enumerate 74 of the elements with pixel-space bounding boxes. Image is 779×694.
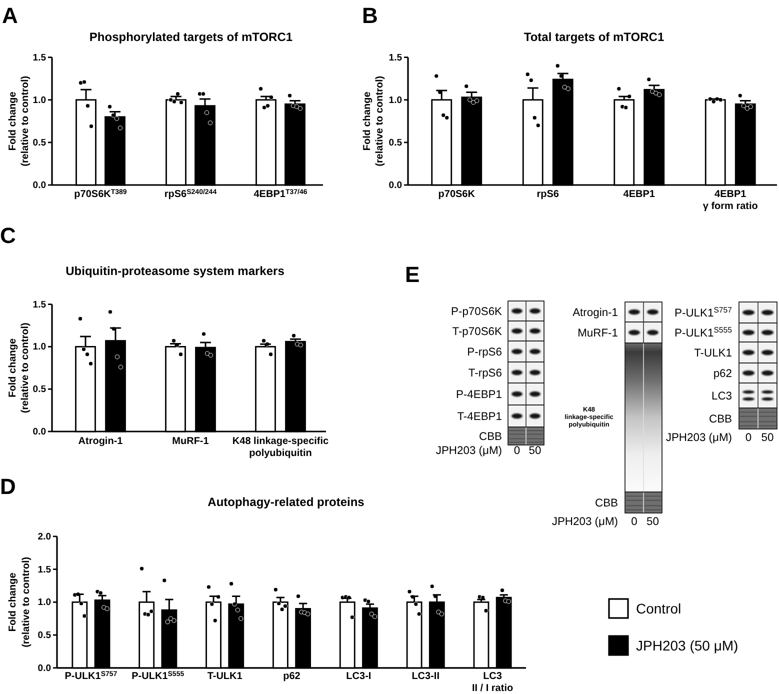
x-tick-label: LC3-I bbox=[346, 671, 372, 682]
text: 50 bbox=[761, 432, 774, 444]
text: T-rpS6 bbox=[468, 368, 502, 380]
text: T-4EBP1 bbox=[457, 411, 502, 423]
chart-title: Ubiquitin-proteasome system markers bbox=[66, 264, 285, 278]
y-tick-label: 1.0 bbox=[32, 94, 46, 106]
text: P-ULK1$^{S757}$ bbox=[674, 305, 732, 320]
y-axis-title: Fold change (relative to control) bbox=[8, 556, 32, 648]
x-tick-label: MuRF-1 bbox=[172, 436, 210, 447]
text: P-p70S6K bbox=[451, 306, 503, 318]
text: p62 bbox=[713, 368, 732, 380]
text: P-ULK1$^{S555}$ bbox=[674, 325, 733, 340]
x-tick-label: 4EBP1 bbox=[623, 189, 656, 200]
y-tick-label: 1.5 bbox=[38, 564, 52, 576]
text: P-rpS6 bbox=[467, 346, 502, 358]
text: 50 bbox=[646, 516, 659, 528]
y-tick-label: 0.5 bbox=[388, 137, 403, 148]
x-tick-label: 4EBP1$^{T37/46}$ bbox=[254, 188, 308, 200]
y-tick-label: 0.5 bbox=[32, 384, 47, 396]
x-tick-label: Atrogin-1 bbox=[78, 436, 124, 447]
text: 50 bbox=[528, 445, 542, 457]
legend-label: JPH203 (50 μM) bbox=[636, 638, 738, 654]
x-tick-label: rpS6 bbox=[536, 189, 560, 200]
y-tick-label: 1.0 bbox=[388, 94, 402, 106]
text: E bbox=[405, 262, 420, 287]
y-tick-label: 0.5 bbox=[38, 630, 52, 642]
text: CBB bbox=[708, 414, 732, 426]
text: JPH203 (μM) bbox=[666, 432, 732, 444]
chart-title: Total targets of mTORC1 bbox=[524, 30, 664, 44]
text: C bbox=[0, 223, 16, 248]
y-tick-label: 1.5 bbox=[32, 299, 47, 310]
y-tick-label: 0.0 bbox=[388, 180, 402, 192]
text: LC3 bbox=[711, 390, 732, 402]
text: P-4EBP1 bbox=[456, 389, 502, 401]
x-tick-label: LC3-II bbox=[412, 671, 440, 682]
chart-title: Autophagy-related proteins bbox=[208, 495, 365, 509]
x-tick-label: rpS6$^{S240/244}$ bbox=[164, 188, 217, 200]
x-tick-label: P-ULK1$^{S555}$ bbox=[132, 670, 184, 682]
text: T-p70S6K bbox=[452, 326, 503, 338]
x-tick-label: K48 linkage-specific polyubiquitin bbox=[232, 436, 330, 459]
text: CBB bbox=[594, 498, 618, 510]
y-axis-title: Fold change (relative to control) bbox=[8, 322, 31, 414]
y-tick-label: 1.0 bbox=[38, 597, 51, 608]
text: 0 bbox=[514, 445, 520, 457]
x-tick-label: p62 bbox=[283, 671, 301, 682]
x-tick-label: LC3 II / I ratio bbox=[472, 671, 514, 694]
y-tick-label: 1.5 bbox=[32, 52, 47, 64]
text: 0 bbox=[745, 432, 752, 444]
y-axis-title: Fold change (relative to control) bbox=[362, 76, 386, 166]
y-axis-title: Fold change (relative to control) bbox=[8, 76, 31, 166]
y-tick-label: 0.5 bbox=[32, 137, 47, 148]
y-tick-label: 0.0 bbox=[38, 662, 51, 674]
y-tick-label: 1.5 bbox=[388, 52, 403, 64]
y-tick-label: 0.0 bbox=[32, 426, 46, 438]
y-tick-label: 0.0 bbox=[32, 180, 46, 192]
text: JPH203 (μM) bbox=[436, 445, 502, 457]
x-tick-label: 4EBP1 γ form ratio bbox=[702, 189, 758, 212]
text: Atrogin-1 bbox=[572, 307, 618, 319]
x-tick-label: p70S6K$^{T389}$ bbox=[74, 188, 127, 200]
text: MuRF-1 bbox=[578, 328, 618, 340]
legend-label: Control bbox=[636, 600, 682, 616]
chart-title: Phosphorylated targets of mTORC1 bbox=[89, 30, 293, 44]
x-tick-label: P-ULK1$^{S757}$ bbox=[64, 670, 118, 682]
text: CBB bbox=[478, 431, 502, 443]
text: D bbox=[0, 474, 16, 499]
text: B bbox=[362, 3, 378, 28]
y-tick-label: 2.0 bbox=[38, 531, 51, 542]
text: JPH203 (μM) bbox=[552, 516, 618, 528]
y-tick-label: 1.0 bbox=[32, 342, 46, 353]
text: T-ULK1 bbox=[694, 348, 732, 360]
x-tick-label: T-ULK1 bbox=[207, 671, 243, 682]
text: 0 bbox=[631, 516, 638, 528]
text: A bbox=[2, 3, 18, 28]
x-tick-label: p70S6K bbox=[438, 189, 476, 200]
